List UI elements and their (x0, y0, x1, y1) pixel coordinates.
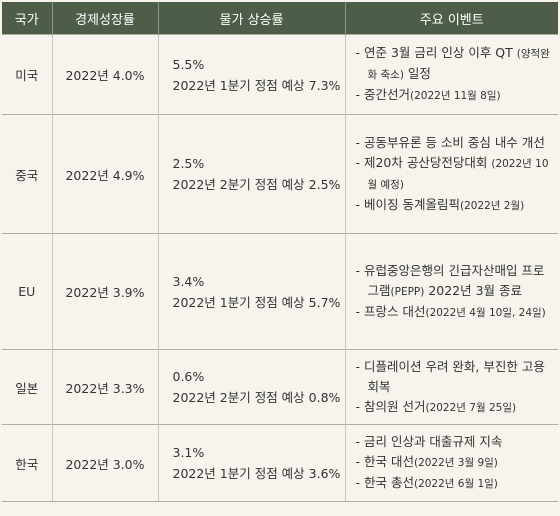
growth-cell: 2022년 3.9% (52, 233, 159, 350)
inflation-cell: 0.6% 2022년 2분기 정점 예상 0.8% (158, 349, 346, 425)
inflation-line: 2022년 1분기 정점 예상 3.6% (172, 466, 341, 481)
event-item: 중간선거(2022년 11월 8일) (356, 85, 551, 106)
event-item: 유럽중앙은행의 긴급자산매입 프로그램(PEPP) 2022년 3월 종료 (356, 261, 551, 302)
event-list: 금리 인상과 대출규제 지속한국 대선(2022년 3월 9일)한국 총선(20… (356, 432, 551, 494)
events-cell: 공동부유론 등 소비 중심 내수 개선제20차 공산당전당대회 (2022년 1… (345, 114, 558, 234)
inflation-line: 2022년 2분기 정점 예상 0.8% (172, 390, 341, 405)
event-item: 제20차 공산당전당대회 (2022년 10월 예정) (356, 153, 551, 195)
header-row: 국가 경제성장률 물가 상승률 주요 이벤트 (2, 2, 558, 35)
growth-cell: 2022년 4.0% (52, 34, 159, 115)
events-cell: 유럽중앙은행의 긴급자산매입 프로그램(PEPP) 2022년 3월 종료프랑스… (345, 233, 558, 350)
inflation-line: 5.5% (172, 56, 205, 72)
event-item: 참의원 선거(2022년 7월 25일) (356, 397, 551, 418)
header-cell: 물가 상승률 (158, 2, 346, 35)
growth-cell: 2022년 3.0% (52, 424, 159, 502)
event-item: 금리 인상과 대출규제 지속 (356, 432, 551, 452)
event-list: 유럽중앙은행의 긴급자산매입 프로그램(PEPP) 2022년 3월 종료프랑스… (356, 261, 551, 323)
inflation-cell: 3.1% 2022년 1분기 정점 예상 3.6% (158, 424, 346, 502)
header-cell: 국가 (2, 2, 53, 35)
growth-cell: 2022년 3.3% (52, 349, 159, 425)
events-cell: 디플레이션 우려 완화, 부진한 고용 회복참의원 선거(2022년 7월 25… (345, 349, 558, 425)
event-item: 공동부유론 등 소비 중심 내수 개선 (356, 133, 551, 153)
inflation-line: 2022년 2분기 정점 예상 2.5% (172, 177, 341, 192)
event-item: 베이징 동계올림픽(2022년 2월) (356, 195, 551, 216)
country-cell: 중국 (2, 114, 53, 234)
country-cell: 미국 (2, 34, 53, 115)
country-cell: 한국 (2, 424, 53, 502)
data-table: 국가 경제성장률 물가 상승률 주요 이벤트 미국 2022년 4.0% 5.5% 2022… (2, 2, 558, 502)
inflation-line: 3.1% (172, 445, 205, 460)
country-cell: 일본 (2, 349, 53, 425)
events-cell: 금리 인상과 대출규제 지속한국 대선(2022년 3월 9일)한국 총선(20… (345, 424, 558, 502)
inflation-cell: 5.5% 2022년 1분기 정점 예상 7.3% (158, 34, 346, 115)
event-item: 디플레이션 우려 완화, 부진한 고용 회복 (356, 357, 551, 397)
growth-cell: 2022년 4.9% (52, 114, 159, 234)
event-item: 한국 총선(2022년 6월 1일) (356, 473, 551, 494)
inflation-cell: 2.5% 2022년 2분기 정점 예상 2.5% (158, 114, 346, 234)
event-list: 디플레이션 우려 완화, 부진한 고용 회복참의원 선거(2022년 7월 25… (356, 357, 551, 418)
country-cell: EU (2, 233, 53, 350)
header-cell: 경제성장률 (52, 2, 159, 35)
inflation-line: 2.5% (172, 156, 205, 171)
inflation-line: 2022년 1분기 정점 예상 5.7% (172, 294, 341, 310)
inflation-line: 3.4% (172, 273, 205, 289)
event-item: 연준 3월 금리 인상 이후 QT (양적완화 축소) 일정 (356, 43, 551, 85)
inflation-cell: 3.4% 2022년 1분기 정점 예상 5.7% (158, 233, 346, 350)
events-cell: 연준 3월 금리 인상 이후 QT (양적완화 축소) 일정중간선거(2022년… (345, 34, 558, 115)
inflation-line: 0.6% (172, 369, 205, 384)
header-cell: 주요 이벤트 (345, 2, 558, 35)
event-item: 한국 대선(2022년 3월 9일) (356, 452, 551, 473)
event-list: 연준 3월 금리 인상 이후 QT (양적완화 축소) 일정중간선거(2022년… (356, 43, 551, 106)
inflation-line: 2022년 1분기 정점 예상 7.3% (172, 77, 341, 93)
event-list: 공동부유론 등 소비 중심 내수 개선제20차 공산당전당대회 (2022년 1… (356, 133, 551, 216)
event-item: 프랑스 대선(2022년 4월 10일, 24일) (356, 302, 551, 323)
